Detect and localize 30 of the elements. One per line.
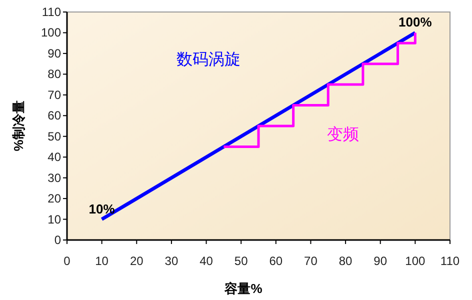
y-tick-label: 10 [48, 212, 61, 226]
series-label: 数码涡旋 [176, 51, 241, 68]
y-tick-label: 100 [40, 26, 61, 40]
x-tick-label: 20 [130, 254, 144, 268]
y-tick-label: 40 [48, 150, 61, 164]
x-tick-label: 50 [234, 254, 248, 268]
y-tick-label: 0 [54, 233, 61, 247]
x-tick-label: 40 [200, 254, 213, 268]
x-axis-title: 容量% [224, 281, 262, 296]
series-label: 变频 [326, 126, 359, 144]
annotation: 100% [398, 14, 432, 30]
y-tick-label: 80 [48, 67, 61, 82]
y-tick-label: 60 [48, 108, 61, 123]
y-axis-title: %制冷量 [11, 100, 26, 152]
y-tick-label: 70 [48, 88, 61, 102]
y-tick-label: 20 [48, 192, 61, 206]
x-tick-label: 110 [440, 254, 460, 268]
x-tick-label: 0 [64, 254, 70, 268]
x-tick-label: 70 [304, 254, 318, 268]
x-tick-label: 10 [95, 254, 108, 268]
annotation: 10% [88, 201, 115, 216]
x-tick-label: 80 [338, 254, 352, 268]
x-tick-label: 90 [374, 254, 388, 268]
y-tick-label: 90 [48, 46, 61, 60]
x-tick-label: 30 [164, 254, 178, 268]
y-tick-label: 30 [48, 170, 61, 185]
y-tick-label: 110 [42, 5, 61, 19]
x-tick-label: 100 [405, 254, 426, 268]
x-tick-label: 60 [269, 254, 283, 268]
y-tick-label: 50 [48, 129, 61, 144]
